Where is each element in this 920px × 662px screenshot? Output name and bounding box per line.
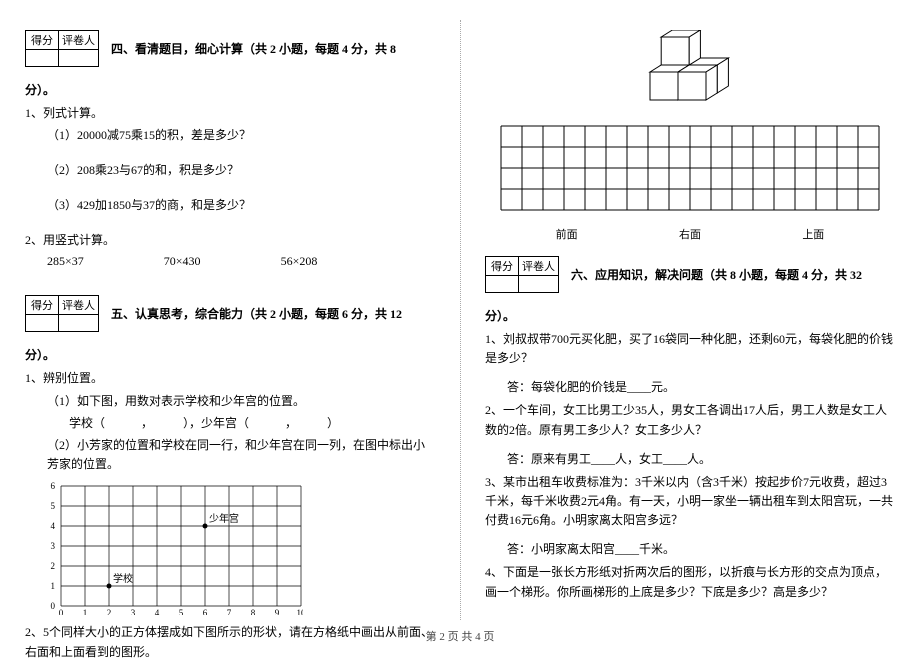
score-label: 得分 [26,31,59,50]
cubes-figure [485,30,895,114]
svg-text:10: 10 [297,608,304,615]
right-column: 前面 右面 上面 得分评卷人 六、应用知识，解决问题（共 8 小题，每题 4 分… [460,0,920,650]
svg-text:0: 0 [51,601,56,611]
svg-text:8: 8 [251,608,256,615]
calc-row: 285×37 70×430 56×208 [47,254,435,269]
svg-text:3: 3 [51,541,56,551]
section-4-suffix: 分）。 [25,81,435,98]
label-top: 上面 [802,226,824,242]
label-front: 前面 [556,226,578,242]
coordinate-grid: 0 1 2 3 4 5 6 7 8 9 10 0 1 2 3 4 5 6 少年宫学校 [43,480,435,619]
svg-text:4: 4 [51,521,56,531]
r-q1: 1、刘叔叔带700元买化肥，买了16袋同一种化肥，还剩60元，每袋化肥的价钱是多… [485,330,895,368]
r-q2: 2、一个车间，女工比男工少35人，男女工各调出17人后，男工人数是女工人数的2倍… [485,401,895,439]
svg-text:5: 5 [51,501,56,511]
r-a2: 答：原来有男工____人，女工____人。 [507,450,895,467]
q1-stem: 1、列式计算。 [25,104,435,123]
q1b: （2）208乘23与67的和，积是多少？ [47,161,435,178]
r-q4: 4、下面是一张长方形纸对折两次后的图形，以折痕与长方形的交点为顶点，画一个梯形。… [485,563,895,601]
score-box: 得分评卷人 [485,256,559,293]
grader-label: 评卷人 [59,31,99,50]
svg-text:3: 3 [131,608,136,615]
svg-text:6: 6 [203,608,208,615]
section-6-title: 六、应用知识，解决问题（共 8 小题，每题 4 分，共 32 [571,266,862,283]
left-column: 得分 评卷人 四、看清题目，细心计算（共 2 小题，每题 4 分，共 8 分）。… [0,0,460,650]
svg-text:4: 4 [155,608,160,615]
section-5-title: 五、认真思考，综合能力（共 2 小题，每题 6 分，共 12 [111,305,402,322]
score-box: 得分评卷人 [25,295,99,332]
label-right: 右面 [679,226,701,242]
svg-text:1: 1 [51,581,56,591]
q1a: （1）20000减75乘15的积，差是多少？ [47,126,435,143]
calc-b: 70×430 [164,254,201,269]
page-footer: 第 2 页 共 4 页 [0,628,920,644]
p1b: 学校（ ， ），少年宫（ ， ） [69,414,435,433]
section-6-suffix: 分）。 [485,307,895,324]
calc-c: 56×208 [281,254,318,269]
answer-grid [485,120,895,220]
svg-text:少年宫: 少年宫 [209,512,239,525]
r-a3: 答：小明家离太阳宫____千米。 [507,540,895,557]
view-labels: 前面 右面 上面 [505,226,875,242]
section-5-header: 得分评卷人 五、认真思考，综合能力（共 2 小题，每题 6 分，共 12 [25,295,435,332]
q2-stem: 2、用竖式计算。 [25,231,435,250]
svg-text:0: 0 [59,608,64,615]
section-5-suffix: 分）。 [25,346,435,363]
svg-text:2: 2 [51,561,56,571]
svg-text:1: 1 [83,608,88,615]
p1a: （1）如下图，用数对表示学校和少年宫的位置。 [47,392,435,411]
score-box: 得分 评卷人 [25,30,99,67]
svg-text:2: 2 [107,608,112,615]
calc-a: 285×37 [47,254,84,269]
q1c: （3）429加1850与37的商，和是多少？ [47,196,435,213]
section-4-header: 得分 评卷人 四、看清题目，细心计算（共 2 小题，每题 4 分，共 8 [25,30,435,67]
svg-text:学校: 学校 [113,572,133,585]
svg-text:5: 5 [179,608,184,615]
p1-stem: 1、辨别位置。 [25,369,435,388]
p1c: （2）小芳家的位置和学校在同一行，和少年宫在同一列，在图中标出小芳家的位置。 [47,436,435,474]
section-6-header: 得分评卷人 六、应用知识，解决问题（共 8 小题，每题 4 分，共 32 [485,256,895,293]
svg-text:6: 6 [51,481,56,491]
svg-text:9: 9 [275,608,280,615]
r-a1: 答：每袋化肥的价钱是____元。 [507,378,895,395]
svg-text:7: 7 [227,608,232,615]
r-q3: 3、某市出租车收费标准为：3千米以内（含3千米）按起步价7元收费，超过3千米，每… [485,473,895,531]
section-4-title: 四、看清题目，细心计算（共 2 小题，每题 4 分，共 8 [111,40,396,57]
